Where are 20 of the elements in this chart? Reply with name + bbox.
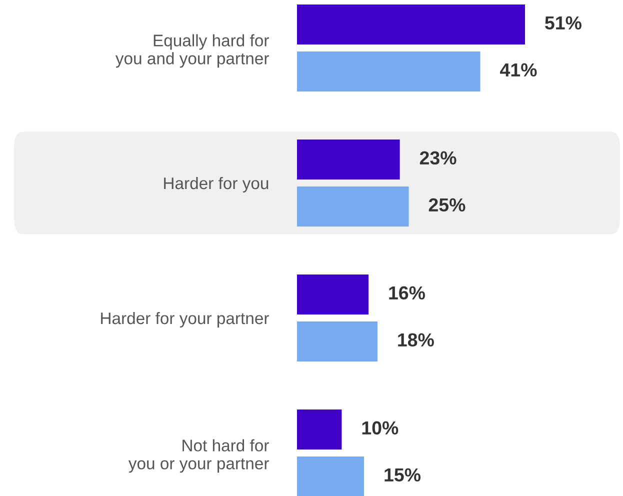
bar	[297, 456, 364, 496]
bar	[297, 186, 409, 226]
y-tick-label: Harder for you	[164, 176, 268, 192]
data-label: 25%	[428, 198, 466, 212]
bar	[297, 410, 342, 450]
bar	[297, 52, 480, 92]
data-label: 18%	[398, 333, 434, 347]
bar	[297, 274, 369, 314]
bar	[297, 4, 525, 44]
bar	[297, 322, 378, 362]
y-tick-label: Harder for your partner	[101, 312, 269, 328]
y-tick-label: Equally hard for you and your partner	[115, 34, 269, 68]
y-tick-label: Not hard for you or your partner	[128, 439, 269, 473]
data-label: 51%	[545, 16, 582, 30]
data-label: 23%	[420, 151, 456, 165]
data-label: 16%	[389, 286, 426, 300]
bar	[297, 140, 400, 180]
data-label: 41%	[500, 63, 537, 76]
data-label: 10%	[362, 421, 398, 435]
data-label: 15%	[384, 468, 421, 482]
